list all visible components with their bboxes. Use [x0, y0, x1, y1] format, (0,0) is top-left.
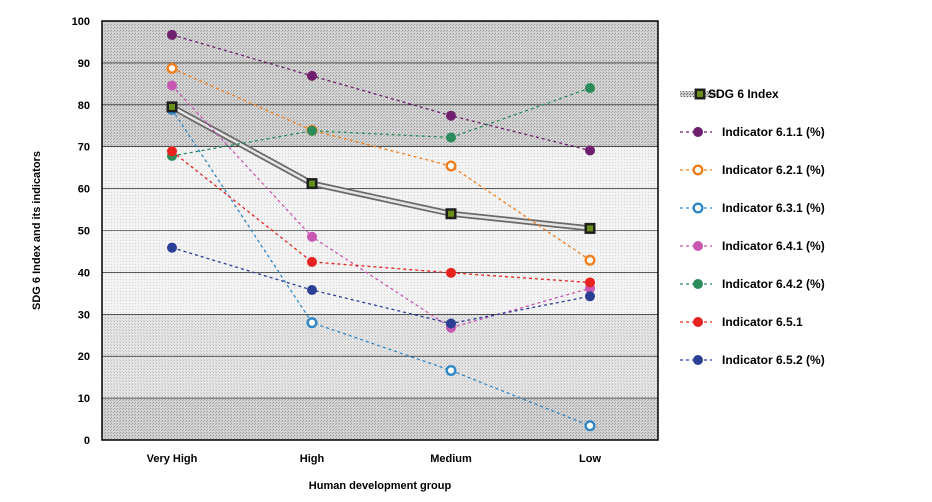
y-tick-label: 0	[84, 435, 90, 447]
background-band	[102, 398, 658, 440]
series-markers	[166, 29, 596, 432]
legend-item: Indicator 6.3.1 (%)	[680, 201, 825, 215]
legend-marker	[693, 127, 703, 137]
data-point	[446, 110, 456, 121]
data-point	[307, 125, 317, 136]
data-point	[585, 277, 595, 288]
y-tick-label: 30	[78, 309, 90, 321]
data-point	[445, 364, 457, 376]
data-point	[584, 222, 596, 234]
y-tick-label: 50	[78, 226, 90, 238]
legend-label: Indicator 6.2.1 (%)	[722, 163, 825, 177]
data-point	[306, 178, 318, 190]
y-tick-label: 90	[78, 58, 90, 70]
x-tick-label: High	[300, 453, 325, 465]
x-axis-title: Human development group	[309, 480, 452, 492]
data-point	[585, 291, 595, 302]
y-tick-label: 10	[78, 393, 90, 405]
legend: SDG 6 Index Indicator 6.1.1 (%) Indicator …	[680, 87, 825, 367]
data-point	[584, 420, 596, 432]
y-tick-label: 100	[72, 16, 90, 28]
background-band	[102, 21, 658, 63]
legend-label: SDG 6 Index	[708, 87, 779, 101]
y-tick-label: 80	[78, 100, 90, 112]
legend-marker	[692, 164, 704, 176]
x-tick-label: Very High	[147, 453, 198, 465]
legend-label: Indicator 6.5.1	[722, 315, 803, 329]
data-point	[306, 317, 318, 329]
series-line	[171, 34, 591, 152]
data-point	[167, 242, 177, 253]
plot-frame	[101, 20, 659, 441]
legend-item: Indicator 6.2.1 (%)	[680, 163, 825, 177]
data-point	[307, 231, 317, 242]
data-point	[167, 80, 177, 91]
legend-label: Indicator 6.5.2 (%)	[722, 353, 825, 367]
data-point	[307, 284, 317, 295]
data-point	[446, 132, 456, 143]
data-point	[307, 70, 317, 81]
y-tick-label: 70	[78, 142, 90, 154]
legend-label: Indicator 6.1.1 (%)	[722, 125, 825, 139]
data-point	[446, 318, 456, 329]
legend-marker	[693, 317, 703, 327]
series-line	[171, 87, 591, 157]
data-point	[166, 62, 178, 74]
legend-item: Indicator 6.5.1	[680, 315, 803, 329]
data-point	[445, 160, 457, 172]
legend-marker	[692, 202, 704, 214]
legend-item: Indicator 6.4.1 (%)	[680, 239, 825, 253]
legend-label: Indicator 6.4.2 (%)	[722, 277, 825, 291]
legend-marker	[693, 241, 703, 251]
legend-item: Indicator 6.4.2 (%)	[680, 277, 825, 291]
y-axis-ticks: 0 10 20 30 40 50 60 70 80 90 100	[72, 16, 90, 447]
y-tick-label: 60	[78, 184, 90, 196]
y-axis-title: SDG 6 Index and its indicators	[31, 151, 43, 310]
gridlines	[102, 62, 658, 399]
legend-marker	[693, 279, 703, 289]
x-tick-label: Low	[579, 453, 601, 465]
data-point	[446, 267, 456, 278]
legend-item: Indicator 6.1.1 (%)	[680, 125, 825, 139]
legend-label: Indicator 6.3.1 (%)	[722, 201, 825, 215]
x-axis-ticks: Very High High Medium Low	[147, 453, 602, 465]
legend-item: SDG 6 Index	[680, 87, 779, 101]
data-point	[307, 256, 317, 267]
data-point	[166, 101, 178, 113]
data-point	[445, 208, 457, 220]
y-tick-label: 20	[78, 351, 90, 363]
legend-label: Indicator 6.4.1 (%)	[722, 239, 825, 253]
legend-marker	[694, 88, 706, 100]
x-tick-label: Medium	[430, 453, 472, 465]
data-point	[167, 146, 177, 157]
data-point	[585, 83, 595, 94]
series-line	[171, 150, 591, 284]
legend-item: Indicator 6.5.2 (%)	[680, 353, 825, 367]
data-point	[585, 145, 595, 156]
series-line	[171, 67, 591, 261]
series-lines	[170, 34, 591, 427]
data-point	[167, 29, 177, 40]
series-line	[171, 85, 591, 329]
series-line-sdg6-index	[170, 104, 591, 232]
series-line	[171, 247, 591, 325]
series-line	[171, 109, 591, 427]
y-tick-label: 40	[78, 267, 90, 279]
legend-marker	[693, 355, 703, 365]
data-point	[584, 254, 596, 266]
